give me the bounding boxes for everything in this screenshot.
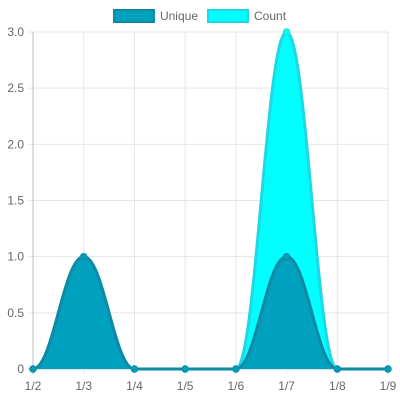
legend[interactable]: Unique Count bbox=[112, 9, 287, 23]
series-area-unique bbox=[33, 256, 388, 369]
x-tick-label: 1/9 bbox=[380, 379, 397, 393]
legend-swatch bbox=[207, 9, 249, 23]
legend-item-count[interactable]: Count bbox=[207, 9, 287, 23]
data-point-unique bbox=[384, 365, 392, 373]
y-tick-label: 0 bbox=[17, 362, 24, 376]
y-tick-label: 1.5 bbox=[7, 194, 24, 208]
x-tick-label: 1/2 bbox=[25, 379, 42, 393]
x-tick-label: 1/3 bbox=[75, 379, 92, 393]
y-tick-label: 3.0 bbox=[7, 25, 24, 39]
legend-label: Count bbox=[254, 9, 287, 23]
data-point-unique bbox=[80, 252, 88, 261]
data-points bbox=[29, 28, 392, 373]
x-tick-label: 1/4 bbox=[126, 379, 143, 393]
legend-item-unique[interactable]: Unique bbox=[112, 9, 198, 23]
data-point-unique bbox=[282, 252, 291, 261]
x-tick-label: 1/7 bbox=[278, 379, 295, 393]
legend-label: Unique bbox=[160, 9, 198, 23]
data-point-unique bbox=[333, 365, 341, 373]
axes: 0 0.5 1.0 1.5 2.0 2.5 3.0 1/2 1/3 1/4 1/5 1/6 1/7 1/8… bbox=[7, 25, 396, 393]
x-tick-label: 1/8 bbox=[329, 379, 346, 393]
data-point-unique bbox=[181, 365, 189, 373]
y-tick-label: 2.0 bbox=[7, 137, 24, 151]
data-point-count bbox=[282, 28, 291, 36]
x-tick-label: 1/5 bbox=[177, 379, 194, 393]
data-point-unique bbox=[232, 365, 240, 373]
data-point-unique bbox=[130, 365, 139, 373]
x-tick-label: 1/6 bbox=[228, 379, 245, 393]
legend-swatch bbox=[112, 9, 155, 23]
y-tick-label: 0.5 bbox=[7, 306, 24, 320]
y-tick-label: 2.5 bbox=[7, 81, 24, 95]
y-tick-label: 1.0 bbox=[7, 250, 24, 264]
data-point-unique bbox=[29, 365, 37, 373]
